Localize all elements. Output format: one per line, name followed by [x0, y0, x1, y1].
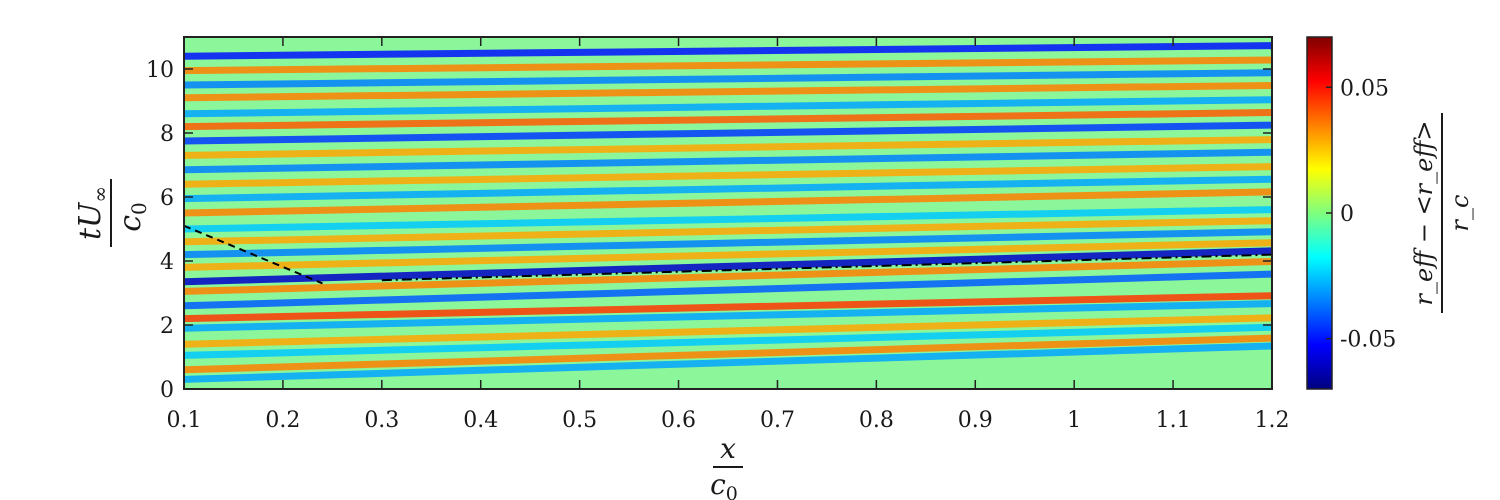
- dash-dot-line: [381, 253, 1272, 282]
- x-label-denominator-sub: 0: [726, 483, 738, 500]
- heatmap-bands: [184, 42, 1272, 383]
- y-label-denominator-sub: 0: [127, 202, 151, 215]
- heatmap-band: [184, 81, 1272, 102]
- heatmap-band: [184, 163, 1272, 188]
- x-tick-label: 0.6: [661, 408, 696, 433]
- heatmap-band: [184, 300, 1272, 332]
- heatmap-band: [184, 148, 1272, 174]
- y-label-numerator-sub: ∞: [88, 186, 112, 203]
- heatmap-band: [184, 217, 1272, 246]
- colorbar-ticks: -0.05 0 0.05: [1326, 76, 1396, 353]
- plot-area: [183, 36, 1273, 390]
- y-label-numerator: tU: [73, 201, 108, 240]
- colorbar-label: r_eff − <r_eff> r_c: [1410, 113, 1474, 313]
- heatmap-band: [184, 121, 1272, 145]
- heatmap-band: [184, 292, 1272, 323]
- x-tick-label: 0.4: [463, 408, 498, 433]
- svg-text:tU∞: tU∞: [73, 186, 112, 240]
- heatmap-band: [184, 69, 1272, 89]
- svg-text:c0: c0: [113, 202, 151, 232]
- x-tick-label: 1: [1067, 408, 1081, 433]
- overlay-lines: [184, 224, 1272, 285]
- y-axis-ticks: 0 2 4 6 8 10: [146, 58, 1272, 403]
- colorbar-label-numerator: r_eff − <r_eff>: [1410, 121, 1438, 306]
- dashed-line: [184, 224, 323, 285]
- heatmap-band: [184, 334, 1272, 374]
- heatmap-band: [184, 42, 1272, 60]
- y-tick-label: 0: [160, 378, 174, 403]
- colorbar-tick-label: 0: [1340, 202, 1354, 227]
- svg-text:c0: c0: [710, 468, 738, 500]
- heatmap-band: [184, 323, 1272, 359]
- x-tick-label: 1.2: [1255, 408, 1290, 433]
- y-axis-label: tU∞ c0: [73, 179, 151, 247]
- heatmap-band: [184, 239, 1272, 271]
- y-tick-label: 2: [160, 314, 174, 339]
- heatmap-band: [184, 136, 1272, 159]
- y-tick-label: 6: [160, 186, 174, 211]
- x-tick-label: 0.2: [265, 408, 300, 433]
- y-tick-label: 4: [160, 250, 174, 275]
- heatmap-band: [184, 206, 1272, 233]
- heatmap-band: [184, 96, 1272, 118]
- x-tick-label: 0.1: [167, 408, 202, 433]
- plot-frame: [183, 36, 1273, 390]
- x-axis-ticks: 0.1 0.2 0.3 0.4 0.5 0.6 0.7 0.8 0.9 1 1.1 1.2: [167, 37, 1290, 433]
- heatmap-band: [184, 188, 1272, 217]
- colorbar-label-denominator: r_c: [1446, 195, 1474, 232]
- heatmap-band: [184, 314, 1272, 348]
- x-tick-label: 0.3: [364, 408, 399, 433]
- heatmap-band: [184, 247, 1272, 286]
- x-axis-label: x c0: [710, 432, 743, 500]
- y-label-denominator: c: [113, 215, 148, 232]
- x-label-numerator: x: [720, 432, 736, 465]
- y-tick-label: 10: [146, 58, 174, 83]
- colorbar: -0.05 0 0.05: [1306, 36, 1396, 390]
- heatmap-band: [184, 228, 1272, 259]
- x-tick-label: 0.7: [760, 408, 795, 433]
- heatmap-band: [184, 175, 1272, 203]
- heatmap-band: [184, 257, 1272, 295]
- heatmap-band: [184, 56, 1272, 75]
- x-label-denominator: c: [710, 468, 726, 500]
- x-tick-label: 1.1: [1156, 408, 1191, 433]
- x-tick-label: 0.5: [562, 408, 597, 433]
- colorbar-tick-label: -0.05: [1340, 328, 1396, 353]
- heatmap-band: [184, 342, 1272, 383]
- y-tick-label: 8: [160, 122, 174, 147]
- x-tick-label: 0.8: [859, 408, 894, 433]
- x-tick-label: 0.9: [958, 408, 993, 433]
- colorbar-tick-label: 0.05: [1340, 76, 1389, 101]
- heatmap-band: [184, 270, 1272, 310]
- heatmap-band: [184, 109, 1272, 131]
